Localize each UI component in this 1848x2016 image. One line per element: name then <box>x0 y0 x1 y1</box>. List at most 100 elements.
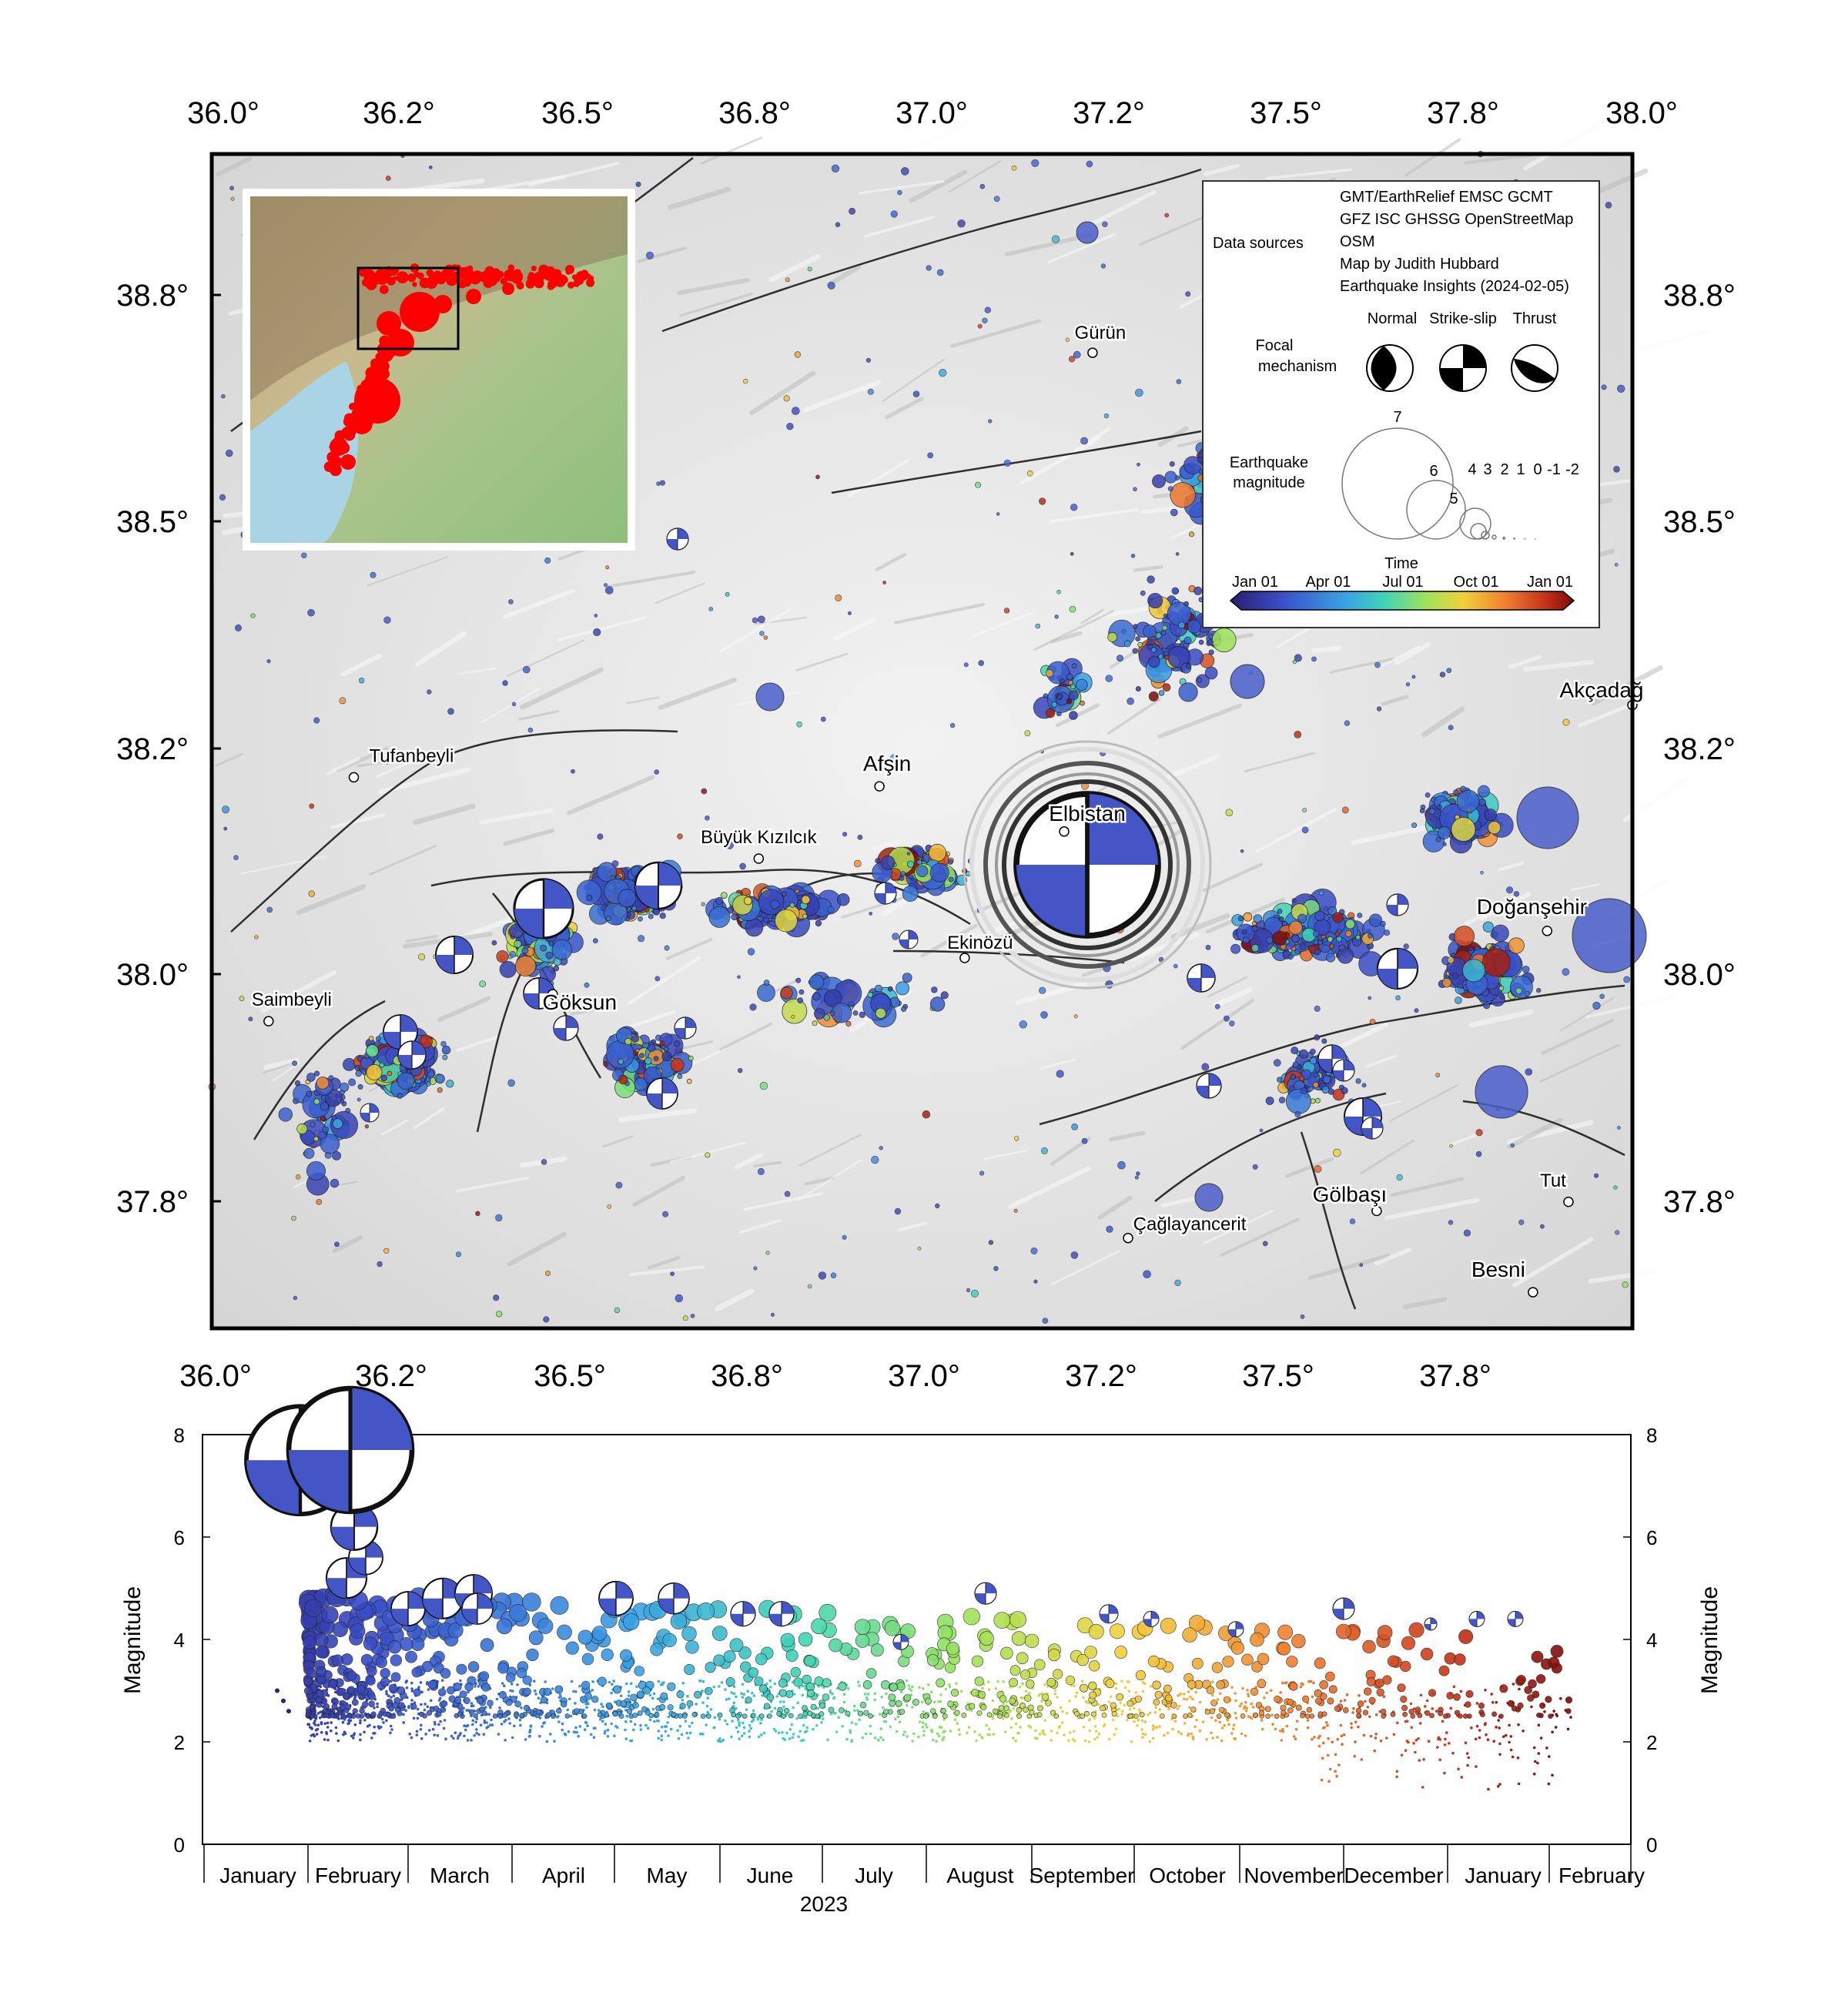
fault-line <box>1300 1131 1357 1310</box>
timeline-dot <box>1163 1733 1166 1737</box>
relief-ridge <box>798 1134 862 1167</box>
earthquake-dot <box>1383 929 1391 936</box>
timeline-dot <box>1195 1718 1198 1722</box>
earthquake-dot <box>737 975 741 980</box>
relief-ridge <box>1109 1130 1147 1142</box>
timeline-dot <box>1498 1726 1501 1730</box>
earthquake-dot <box>1073 1014 1078 1019</box>
timeline-dot <box>1063 1733 1066 1736</box>
timeline-dot <box>953 1718 957 1721</box>
earthquake-dot <box>1294 948 1301 955</box>
timeline-dot <box>1285 1681 1288 1684</box>
timeline-dot <box>382 1721 385 1724</box>
earthquake-dot <box>1056 1070 1064 1078</box>
relief-ridge <box>1404 138 1461 177</box>
timeline-dot <box>1265 1691 1268 1695</box>
timeline-dot <box>1171 1713 1177 1719</box>
earthquake-dot <box>1510 1143 1515 1148</box>
earthquake-dot <box>1349 1218 1356 1224</box>
city-label: Gölbaşı <box>1313 1183 1388 1207</box>
earthquake-dot <box>993 1266 999 1271</box>
earthquake-dot <box>544 1271 551 1277</box>
earthquake-dot <box>1073 350 1081 359</box>
timeline-dot <box>795 1717 798 1720</box>
relief-ridge <box>557 616 646 641</box>
earthquake-dot <box>548 941 554 946</box>
relief-ridge <box>1005 233 1093 256</box>
earthquake-dot <box>521 947 528 954</box>
timeline-dot <box>1201 1720 1205 1723</box>
timeline-dot <box>873 1698 876 1702</box>
earthquake-dot <box>792 407 800 415</box>
timeline-dot <box>470 1739 473 1742</box>
earthquake-dot <box>1601 384 1607 390</box>
timeline-dot <box>949 1730 952 1733</box>
timeline-dot <box>957 1728 961 1731</box>
earthquake-dot <box>418 953 426 961</box>
earthquake-dot <box>313 1070 320 1077</box>
timeline-dot <box>728 1697 731 1700</box>
earthquake-dot <box>1287 954 1294 960</box>
inset-epicenter <box>525 279 535 289</box>
relief-ridge <box>1008 1166 1091 1209</box>
timeline-dot <box>420 1723 423 1727</box>
relief-ridge <box>502 588 575 619</box>
earthquake-dot <box>1143 1270 1151 1279</box>
timeline-dot <box>1414 1750 1417 1754</box>
earthquake-dot <box>1174 1279 1181 1287</box>
timeline-dot <box>1380 1708 1387 1715</box>
earthquake-dot <box>1311 656 1317 662</box>
timeline-dot <box>624 1720 628 1723</box>
timeline-dot <box>1087 1719 1091 1722</box>
timeline-dot <box>868 1713 873 1719</box>
earthquake-dot <box>789 902 795 908</box>
earthquake-dot <box>1525 1068 1533 1076</box>
earthquake-dot <box>1535 987 1542 993</box>
earthquake-dot <box>1035 623 1041 629</box>
timeline-dot <box>1010 1716 1013 1720</box>
timeline-dot <box>661 1683 664 1686</box>
earthquake-dot <box>852 1010 859 1016</box>
timeline-dot <box>774 1730 778 1733</box>
timeline-dot <box>1027 1691 1031 1695</box>
legend-data-source-line: GMT/EarthRelief EMSC GCMT <box>1340 189 1553 206</box>
timeline-dot <box>1198 1729 1202 1733</box>
earthquake-dot <box>747 948 755 956</box>
earthquake-dot <box>316 1077 330 1090</box>
timeline-dot <box>1400 1696 1408 1703</box>
timeline-dot <box>570 1679 574 1683</box>
timeline-dot <box>450 1734 454 1738</box>
timeline-dot <box>528 1728 532 1732</box>
timeline-dot <box>879 1736 882 1739</box>
timeline-dot <box>1491 1701 1495 1704</box>
city-marker <box>1123 1232 1133 1244</box>
earthquake-dot <box>331 1150 341 1160</box>
earthquake-dot <box>1321 1038 1327 1044</box>
timeline-dot <box>754 1676 764 1686</box>
earthquake-dot <box>1396 1174 1403 1181</box>
timeline-dot <box>1009 1665 1021 1676</box>
map-y-tick-right: 38.5° <box>1663 505 1736 539</box>
timeline-dot <box>485 1721 488 1724</box>
city-marker <box>1371 1205 1382 1217</box>
timeline-dot <box>473 1734 476 1737</box>
timeline-dot <box>583 1728 587 1731</box>
timeline-dot <box>1280 1739 1284 1742</box>
earthquake-dot <box>509 951 517 958</box>
earthquake-dot <box>496 950 509 963</box>
city-label: Doğanşehir <box>1477 895 1587 919</box>
relief-ridge <box>1307 1254 1391 1281</box>
earthquake-dot <box>1277 909 1283 914</box>
timeline-dot <box>503 1720 506 1723</box>
earthquake-dot <box>940 991 949 1000</box>
timeline-dot <box>475 1728 478 1731</box>
timeline-dot <box>545 1740 549 1743</box>
timeline-dot <box>1097 1703 1100 1706</box>
map-y-tick-right: 37.8° <box>1663 1185 1736 1219</box>
timeline-dot <box>1113 1733 1116 1736</box>
earthquake-dot <box>1376 706 1382 712</box>
timeline-dot <box>1400 1753 1404 1757</box>
earthquake-dot <box>823 1014 830 1021</box>
earthquake-dot <box>673 1040 681 1047</box>
timeline-dot <box>751 1691 754 1695</box>
